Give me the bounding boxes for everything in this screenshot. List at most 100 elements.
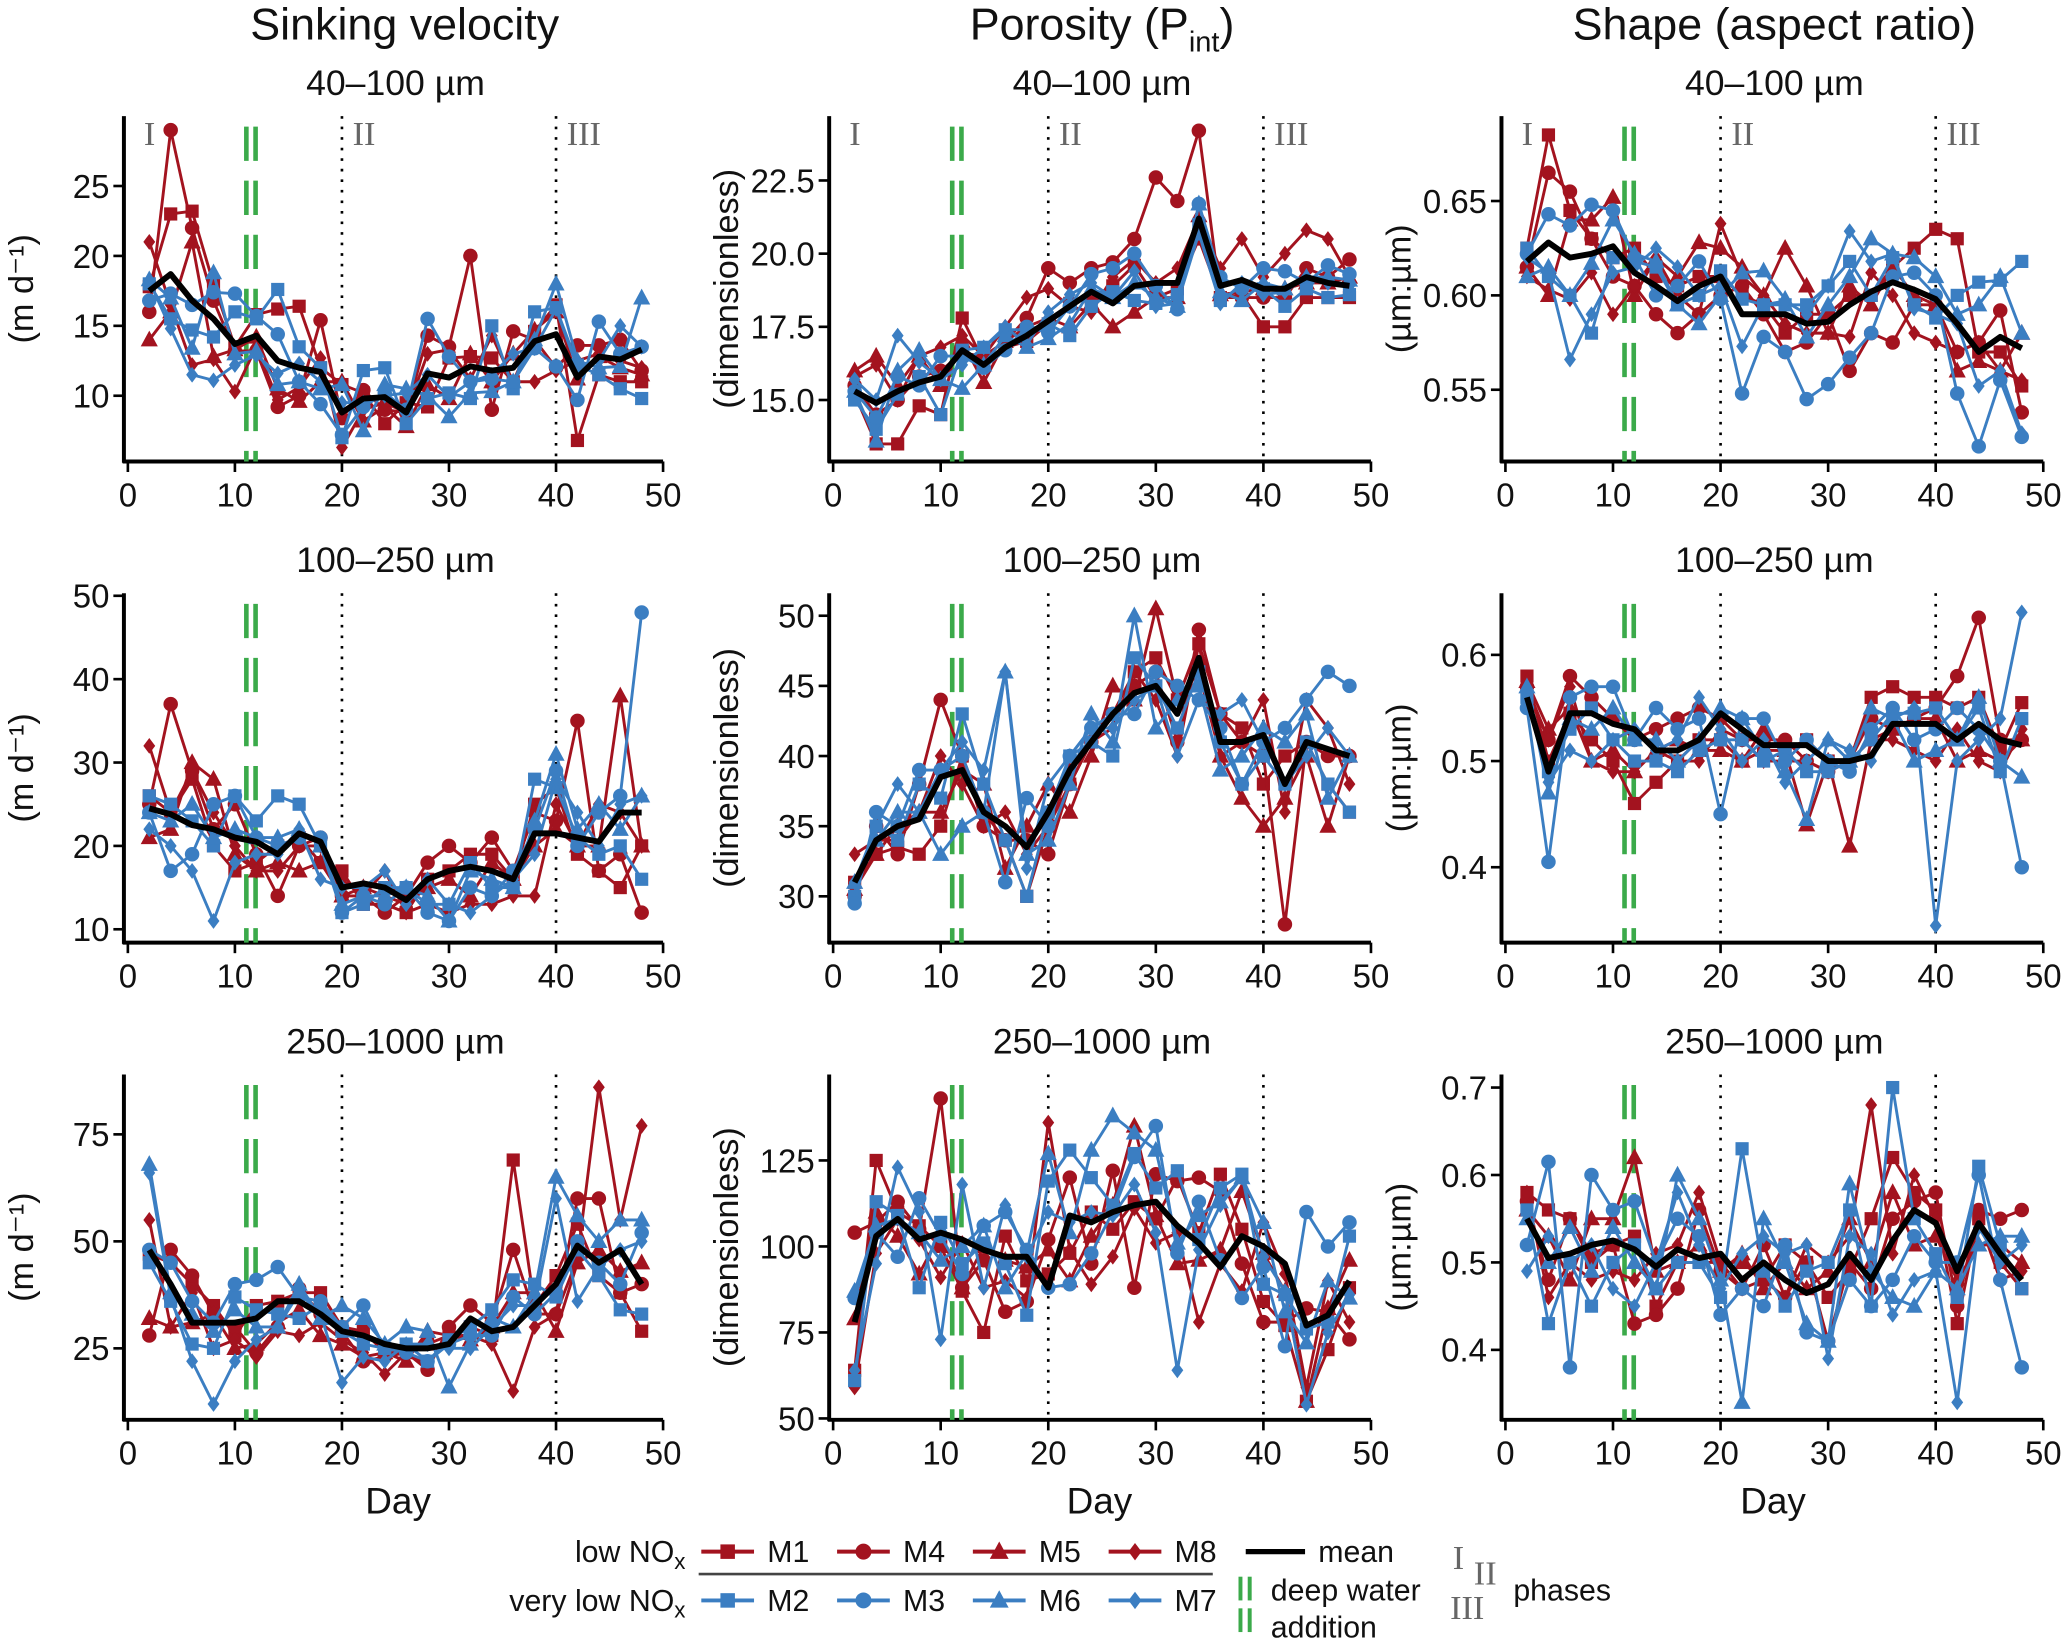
y-tick-label: 25: [73, 168, 110, 205]
data-point-M8: [1085, 1276, 1098, 1293]
data-point-M3: [1734, 386, 1750, 401]
data-point-M7: [1800, 306, 1813, 323]
data-point-M8: [1951, 344, 1964, 360]
data-point-M6: [867, 1216, 885, 1233]
x-tick-label: 20: [1030, 957, 1067, 994]
data-point-M3: [227, 1276, 243, 1292]
data-point-M3: [1842, 350, 1857, 365]
data-point-M3: [591, 314, 607, 329]
legend-item-M7: M7: [1108, 1585, 1217, 1618]
data-point-M2: [1256, 749, 1270, 763]
data-point-M6: [1819, 295, 1837, 312]
data-point-M3: [1342, 1215, 1357, 1230]
data-point-M6: [1211, 760, 1229, 777]
y-tick-label: 40: [73, 661, 110, 698]
data-point-M6: [1582, 719, 1601, 736]
data-point-M8: [1886, 731, 1899, 748]
data-point-M2: [2015, 1282, 2029, 1296]
data-point-M3: [570, 838, 585, 854]
data-point-M3: [911, 762, 927, 778]
data-point-M6: [204, 263, 223, 280]
data-point-M6: [953, 379, 971, 395]
data-point-M8: [635, 359, 648, 376]
data-point-M3: [890, 1249, 905, 1265]
data-point-M4: [2014, 405, 2030, 420]
data-point-M3: [634, 1225, 649, 1241]
data-point-M3: [613, 788, 628, 804]
data-point-M3: [1885, 700, 1900, 716]
data-point-M7: [1908, 700, 1921, 716]
data-point-M7: [1564, 351, 1576, 368]
legend-item-M2: M2: [701, 1585, 809, 1618]
panel-1-2: 40–100 µm (dimensionless) 0 10 20 30 40 50 15.0 1…: [708, 63, 1389, 513]
data-point-M3: [847, 896, 862, 911]
data-point-M6: [568, 1206, 587, 1223]
data-point-M2: [206, 330, 221, 344]
data-point-M4: [1648, 1307, 1664, 1323]
data-point-M1: [506, 1153, 520, 1167]
data-point-M4: [1041, 1232, 1056, 1247]
y-tick-label: 0.60: [1423, 277, 1487, 314]
data-point-M6: [910, 341, 928, 357]
data-point-M5: [932, 802, 950, 819]
data-point-M7: [1671, 731, 1684, 748]
y-tick-label: 20: [73, 238, 110, 275]
data-point-M3: [441, 349, 457, 364]
data-point-M2: [1649, 754, 1663, 768]
data-point-M8: [186, 762, 199, 779]
data-point-M7: [1322, 720, 1334, 736]
data-point-M5: [311, 853, 330, 870]
data-point-M4: [591, 863, 607, 879]
data-point-M6: [547, 744, 565, 761]
data-point-M7: [1736, 753, 1749, 769]
data-point-M6: [204, 1322, 223, 1338]
data-point-M7: [1085, 720, 1098, 736]
data-point-M4: [505, 1242, 521, 1258]
legend-phase-III: III: [1450, 1589, 1484, 1627]
y-tick-label: 10: [73, 378, 110, 415]
x-tick-label: 20: [1030, 1435, 1067, 1472]
x-tick-label: 30: [431, 476, 468, 513]
data-point-M5: [633, 1253, 651, 1270]
data-point-M6: [376, 886, 394, 903]
data-point-M7: [1278, 1283, 1291, 1300]
data-point-M1: [164, 207, 178, 221]
data-point-M7: [870, 818, 883, 835]
data-point-M3: [1820, 376, 1836, 392]
data-point-M1: [1606, 754, 1620, 768]
mean-line: [146, 1242, 645, 1352]
data-point-M6: [290, 372, 308, 389]
data-point-M2: [891, 833, 905, 847]
data-point-M2: [955, 707, 969, 721]
data-point-M5: [1798, 276, 1816, 293]
data-point-M6: [1970, 688, 1988, 704]
data-point-M3: [1648, 700, 1664, 716]
data-point-M5: [1319, 816, 1337, 833]
x-tick-label: 0: [824, 957, 842, 994]
legend-deep-water-icon: [1238, 1576, 1252, 1633]
data-point-M6: [953, 816, 971, 833]
panel-subtitle: 100–250 µm: [1003, 540, 1202, 580]
data-point-M8: [1607, 763, 1619, 780]
data-point-M5: [2013, 1253, 2031, 1270]
series-M3: [142, 605, 649, 929]
phase-label: III: [567, 115, 601, 153]
data-point-M1: [1929, 222, 1943, 236]
data-point-M6: [1125, 606, 1143, 623]
data-point-M7: [2015, 1237, 2028, 1253]
data-point-M2: [528, 772, 542, 786]
data-point-M6: [440, 911, 458, 928]
data-point-M4: [1170, 193, 1185, 209]
data-point-M6: [996, 1278, 1014, 1295]
legend-label: M2: [767, 1585, 809, 1618]
data-point-M8: [1300, 222, 1313, 239]
x-tick-label: 0: [1496, 476, 1514, 513]
x-tick-label: 40: [1245, 1435, 1282, 1472]
data-point-M6: [1297, 1333, 1315, 1350]
data-point-M8: [143, 234, 156, 250]
data-point-M1: [1278, 320, 1292, 334]
y-tick-label: 0.6: [1441, 1157, 1487, 1194]
y-axis-label: (dimensionless): [708, 169, 746, 409]
data-point-M5: [183, 753, 201, 770]
series-line-M2: [853, 656, 1351, 898]
